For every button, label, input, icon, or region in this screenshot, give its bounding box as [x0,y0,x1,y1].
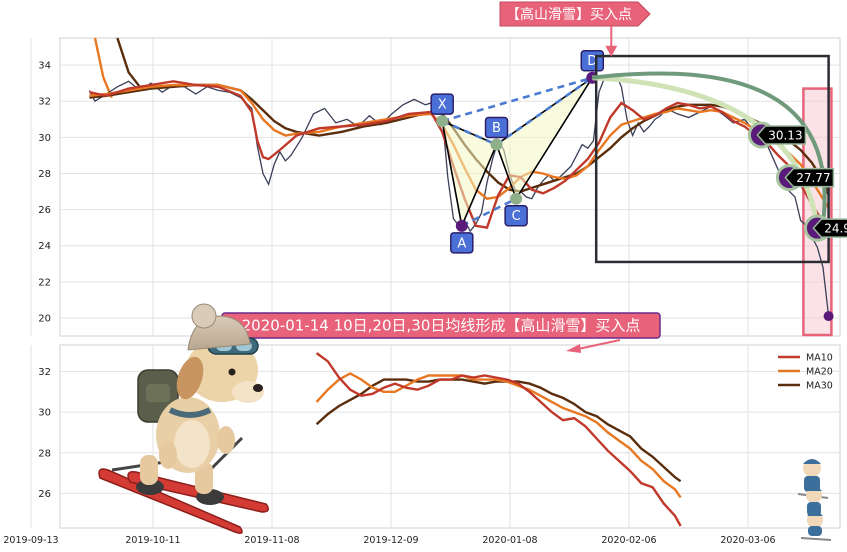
top-y-tick-label: 34 [38,61,51,72]
bottom-ma10-line [315,352,682,527]
harmonic-point-c [510,192,523,205]
harmonic-pattern: X A B C D [430,49,605,254]
top-y-tick-label: 30 [38,133,51,144]
top-y-tick-label: 28 [38,169,51,180]
bottom-y-tick-labels: 26 28 30 32 [38,367,51,500]
harmonic-label-box [450,232,474,254]
top-y-tick-label: 32 [38,97,51,108]
top-y-tick-label: 24 [38,241,51,252]
price-marker-tag [812,218,847,238]
harmonic-label: C [512,209,521,224]
x-tick-label: 2020-03-06 [720,535,775,546]
top-panel: 20 22 24 26 28 30 32 34 X A B C D 30.13 27.77 24.97 【… [30,1,847,337]
price-marker-label: 27.77 [796,171,830,185]
harmonic-triangle-bcd [495,77,593,201]
buy-point-callout: 【高山滑雪】买入点 [499,1,651,57]
top-plot-area [59,37,841,337]
x-tick-label: 2020-02-06 [601,535,656,546]
harmonic-label: B [492,121,501,136]
x-tick-label: 2019-09-13 [3,535,58,546]
harmonic-label-box [430,93,454,115]
bottom-y-tick-label: 32 [38,367,51,378]
harmonic-point-x [436,115,449,128]
small-skier-mascots [797,459,832,541]
harmonic-label-box [484,116,509,139]
harmonic-label: X [438,98,447,113]
legend-label: MA30 [806,381,833,392]
harmonic-point-b [490,138,503,151]
early-ma-segment [93,37,113,99]
bottom-ma-lines [315,352,682,527]
x-tick-label: 2020-01-08 [482,535,537,546]
x-tick-label: 2019-12-09 [363,535,418,546]
bottom-y-tick-label: 30 [38,408,51,419]
skiing-dog-illustration [98,303,269,534]
light-arc [592,75,820,228]
harmonic-dashed-line [495,76,594,146]
legend: MA10 MA20 MA30 [778,353,833,392]
legend-label: MA20 [806,367,833,378]
x-tick-label: 2019-10-11 [125,535,180,546]
top-ma10-line [89,80,830,236]
ma-annotation-text: 2020-01-14 10日,20日,30日均线形成【高山滑雪】买入点 [242,317,641,335]
top-y-tick-labels: 20 22 24 26 28 30 32 34 [38,61,51,325]
harmonic-label: D [587,54,597,69]
harmonic-point-a [455,219,468,232]
buy-point-label: 【高山滑雪】买入点 [506,6,632,23]
price-marker-label: 30.13 [768,128,802,142]
harmonic-dashed-line [441,119,498,146]
legend-label: MA10 [806,353,833,364]
last-price-dot [823,311,834,322]
harmonic-label: A [457,236,466,251]
x-tick-label: 2019-11-08 [244,535,299,546]
top-y-tick-label: 20 [38,313,51,324]
early-ma-segment [116,37,141,88]
top-y-tick-label: 26 [38,205,51,216]
price-marker-label: 24.97 [824,222,847,236]
bottom-y-tick-label: 28 [38,448,51,459]
top-y-tick-label: 22 [38,277,51,288]
buy-zone-box [594,54,830,264]
price-markers: 30.13 27.77 24.97 [747,121,847,322]
bottom-y-tick-label: 26 [38,489,51,500]
harmonic-dashed-line [441,76,593,123]
harmonic-label-box [504,204,528,227]
price-marker-tag [756,125,807,145]
price-marker-tag [784,167,835,188]
x-tick-labels: 2019-09-13 2019-10-11 2019-11-08 2019-12-09… [3,535,775,546]
harmonic-dashed-line [461,197,517,227]
